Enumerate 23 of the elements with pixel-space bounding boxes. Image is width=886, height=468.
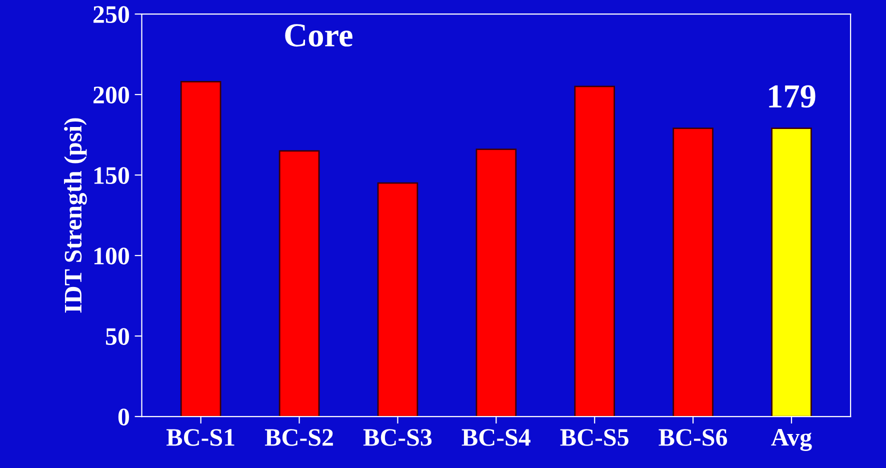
y-tick-label: 250 — [94, 6, 129, 23]
x-tick-label: BC-S2 — [264, 429, 333, 446]
bar — [278, 150, 320, 417]
x-tick-label: BC-S3 — [363, 429, 432, 446]
x-tick-label: BC-S4 — [462, 429, 530, 446]
y-tick-label: 0 — [118, 408, 129, 426]
chart-title: Core — [285, 24, 352, 47]
y-tick-label: 100 — [94, 248, 129, 264]
y-tick-label: 150 — [94, 167, 129, 184]
bar — [574, 86, 615, 417]
bar — [476, 148, 517, 417]
data-label: 179 — [769, 85, 816, 108]
bar — [771, 128, 812, 417]
bar — [672, 128, 714, 417]
bar — [180, 80, 222, 417]
bar — [377, 182, 418, 417]
x-tick-label: Avg — [771, 428, 812, 451]
y-tick-label: 200 — [94, 86, 129, 104]
y-axis-title: IDT Strength (psi) — [64, 118, 87, 313]
x-tick-label: BC-S1 — [166, 429, 234, 446]
y-tick-label: 50 — [106, 328, 129, 345]
x-tick-label: BC-S5 — [560, 429, 628, 446]
x-tick-label: BC-S6 — [658, 429, 728, 446]
